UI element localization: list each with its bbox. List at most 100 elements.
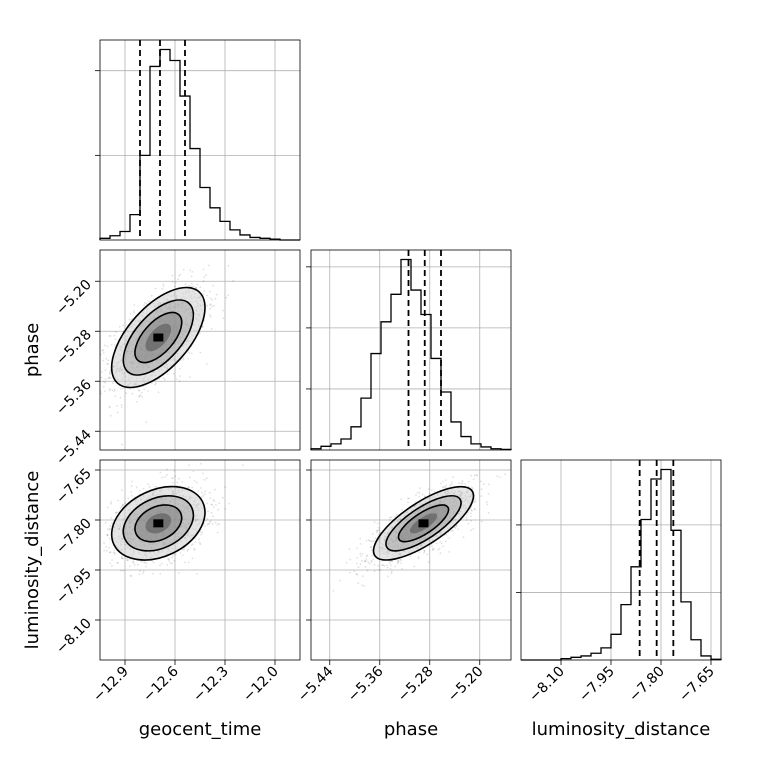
sample-point <box>381 564 383 567</box>
sample-point <box>108 335 111 337</box>
sample-point <box>471 509 473 512</box>
sample-point <box>132 310 135 312</box>
sample-point <box>432 547 434 550</box>
sample-point <box>487 493 490 495</box>
sample-point <box>178 477 180 480</box>
sample-point <box>109 377 112 380</box>
sample-point <box>130 575 133 577</box>
sample-point <box>442 480 444 483</box>
sample-point <box>452 529 454 532</box>
sample-point <box>474 508 476 511</box>
sample-point <box>132 561 135 563</box>
sample-point <box>382 564 385 566</box>
sample-point <box>122 324 125 327</box>
sample-point <box>426 553 428 556</box>
sample-point <box>104 378 107 381</box>
contour-line <box>110 286 206 389</box>
sample-point <box>361 575 364 577</box>
sample-point <box>184 561 186 564</box>
contour-line <box>122 299 195 376</box>
sample-point <box>128 318 131 321</box>
sample-point <box>142 570 145 573</box>
sample-point <box>359 552 362 555</box>
sample-point <box>359 537 362 540</box>
sample-point <box>150 294 153 297</box>
sample-point <box>365 539 368 542</box>
histogram-step <box>521 468 722 661</box>
sample-point <box>109 525 112 527</box>
sample-point <box>154 383 157 386</box>
sample-point <box>467 480 470 483</box>
sample-point <box>119 396 122 399</box>
sample-point <box>106 534 109 537</box>
sample-point <box>194 287 197 289</box>
sample-point <box>109 370 112 372</box>
sample-point <box>461 482 464 485</box>
sample-point <box>135 486 138 488</box>
sample-point <box>130 494 133 497</box>
sample-point <box>365 558 368 561</box>
sample-point <box>171 281 174 283</box>
sample-point <box>120 404 123 406</box>
sample-point <box>366 554 369 557</box>
sample-point <box>132 561 135 564</box>
sample-point <box>104 344 106 347</box>
sample-point <box>111 565 113 567</box>
sample-point <box>456 525 458 527</box>
sample-point <box>386 566 389 569</box>
sample-point <box>174 281 177 284</box>
sample-point <box>464 483 467 485</box>
sample-point <box>368 540 371 542</box>
sample-point <box>175 378 178 380</box>
sample-point <box>399 562 402 564</box>
sample-point <box>389 567 392 570</box>
sample-point <box>376 529 378 532</box>
sample-point <box>400 498 403 501</box>
sample-point <box>102 385 105 388</box>
sample-point <box>193 548 196 550</box>
sample-point <box>204 525 207 528</box>
sample-point <box>143 561 145 564</box>
sample-point <box>106 363 109 365</box>
sample-point <box>110 517 113 519</box>
sample-point <box>450 483 453 485</box>
sample-point <box>166 473 168 476</box>
sample-point <box>460 481 463 484</box>
sample-point <box>222 317 225 320</box>
sample-point <box>188 486 190 489</box>
sample-point <box>166 373 169 375</box>
sample-point <box>376 530 379 532</box>
sample-point <box>179 273 182 276</box>
sample-point <box>161 287 164 290</box>
histogram-step <box>310 258 512 451</box>
sample-point <box>200 487 202 489</box>
y-tick-label: −5.28 <box>53 327 95 369</box>
y-tick-label: −8.10 <box>53 616 95 658</box>
sample-point <box>138 490 141 492</box>
sample-point <box>116 405 118 408</box>
sample-point <box>192 543 194 546</box>
sample-point <box>133 563 136 566</box>
x-axis-title: luminosity_distance <box>532 719 711 740</box>
sample-point <box>423 550 426 552</box>
sample-point <box>102 359 104 362</box>
sample-point <box>191 271 194 273</box>
sample-point <box>209 290 211 293</box>
sample-point <box>202 293 205 296</box>
sample-point <box>161 476 164 479</box>
sample-point <box>122 503 124 506</box>
sample-point <box>191 486 194 489</box>
sample-point <box>138 390 141 392</box>
sample-point <box>479 480 482 483</box>
sample-point <box>190 282 193 285</box>
sample-point <box>139 394 142 396</box>
sample-point <box>228 502 231 505</box>
sample-point <box>485 501 488 504</box>
sample-point <box>222 309 225 312</box>
sample-point <box>179 367 182 370</box>
sample-point <box>102 352 105 354</box>
sample-point <box>359 563 362 566</box>
sample-point <box>474 500 477 503</box>
sample-point <box>457 528 460 531</box>
sample-point <box>427 561 430 563</box>
